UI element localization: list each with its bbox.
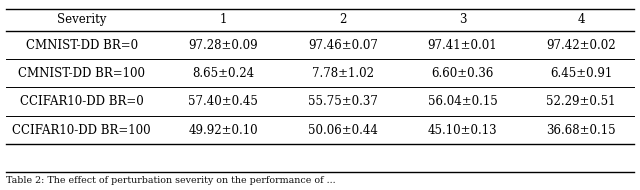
Text: 4: 4 (577, 13, 585, 26)
Text: CCIFAR10-DD BR=0: CCIFAR10-DD BR=0 (20, 95, 143, 108)
Text: 97.46±0.07: 97.46±0.07 (308, 39, 378, 52)
Text: Severity: Severity (57, 13, 106, 26)
Text: CCIFAR10-DD BR=100: CCIFAR10-DD BR=100 (12, 124, 151, 137)
Text: 2: 2 (339, 13, 346, 26)
Text: 6.60±0.36: 6.60±0.36 (431, 67, 493, 80)
Text: 36.68±0.15: 36.68±0.15 (547, 124, 616, 137)
Text: CMNIST-DD BR=0: CMNIST-DD BR=0 (26, 39, 138, 52)
Text: 97.42±0.02: 97.42±0.02 (547, 39, 616, 52)
Text: 6.45±0.91: 6.45±0.91 (550, 67, 612, 80)
Text: 45.10±0.13: 45.10±0.13 (428, 124, 497, 137)
Text: 55.75±0.37: 55.75±0.37 (308, 95, 378, 108)
Text: 3: 3 (459, 13, 466, 26)
Text: 50.06±0.44: 50.06±0.44 (308, 124, 378, 137)
Text: 7.78±1.02: 7.78±1.02 (312, 67, 374, 80)
Text: 97.28±0.09: 97.28±0.09 (188, 39, 258, 52)
Text: 8.65±0.24: 8.65±0.24 (192, 67, 254, 80)
Text: 49.92±0.10: 49.92±0.10 (188, 124, 258, 137)
Text: 1: 1 (220, 13, 227, 26)
Text: 97.41±0.01: 97.41±0.01 (428, 39, 497, 52)
Text: Table 2: The effect of perturbation severity on the performance of ...: Table 2: The effect of perturbation seve… (6, 177, 336, 185)
Text: CMNIST-DD BR=100: CMNIST-DD BR=100 (18, 67, 145, 80)
Text: 56.04±0.15: 56.04±0.15 (428, 95, 497, 108)
Text: 52.29±0.51: 52.29±0.51 (547, 95, 616, 108)
Text: 57.40±0.45: 57.40±0.45 (188, 95, 258, 108)
